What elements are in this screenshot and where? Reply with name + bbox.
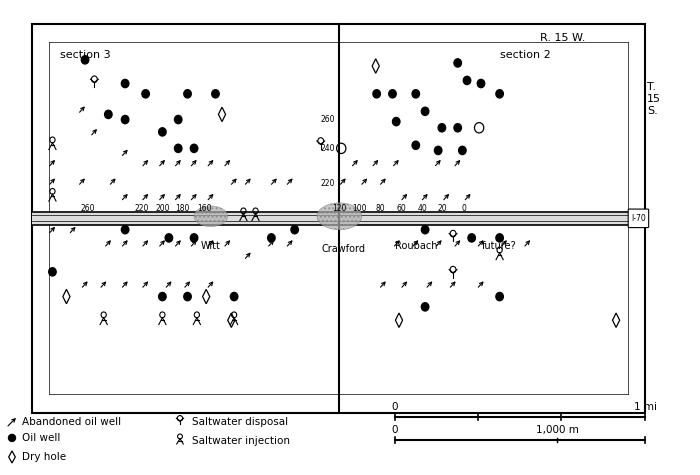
Circle shape xyxy=(435,146,442,154)
Text: 1,000 m: 1,000 m xyxy=(536,425,578,435)
Text: 20: 20 xyxy=(438,204,447,213)
Circle shape xyxy=(291,226,298,234)
Text: Dry hole: Dry hole xyxy=(22,452,66,462)
Text: 220: 220 xyxy=(134,204,149,213)
Text: 0: 0 xyxy=(392,425,398,435)
Circle shape xyxy=(477,79,484,88)
Ellipse shape xyxy=(194,206,228,227)
Text: 160: 160 xyxy=(197,204,211,213)
Text: 80: 80 xyxy=(376,204,385,213)
Text: section 3: section 3 xyxy=(60,49,111,59)
Circle shape xyxy=(458,146,466,154)
Text: future?: future? xyxy=(482,241,517,251)
Circle shape xyxy=(421,303,429,311)
Circle shape xyxy=(159,128,166,136)
Circle shape xyxy=(496,234,503,242)
Circle shape xyxy=(421,107,429,115)
Circle shape xyxy=(393,117,400,126)
Circle shape xyxy=(184,90,191,98)
Circle shape xyxy=(159,293,166,301)
Circle shape xyxy=(165,234,173,242)
Text: 220: 220 xyxy=(321,179,335,188)
Text: section 2: section 2 xyxy=(500,49,550,59)
Text: Oil well: Oil well xyxy=(22,433,60,443)
Circle shape xyxy=(496,293,503,301)
Ellipse shape xyxy=(317,203,362,230)
Text: Witt: Witt xyxy=(201,241,220,251)
Circle shape xyxy=(81,56,89,64)
Circle shape xyxy=(412,90,419,98)
Circle shape xyxy=(468,234,475,242)
Circle shape xyxy=(142,90,149,98)
Circle shape xyxy=(121,79,129,88)
Circle shape xyxy=(421,226,429,234)
Circle shape xyxy=(373,90,380,98)
Circle shape xyxy=(389,90,396,98)
Text: 120: 120 xyxy=(332,204,346,213)
Circle shape xyxy=(121,226,129,234)
Circle shape xyxy=(496,90,503,98)
Text: 0: 0 xyxy=(392,402,398,412)
Text: T.
15
S.: T. 15 S. xyxy=(647,82,661,116)
Text: Abandoned oil well: Abandoned oil well xyxy=(22,417,121,427)
Circle shape xyxy=(190,234,198,242)
Text: 260: 260 xyxy=(320,115,335,124)
Text: 200: 200 xyxy=(155,204,169,213)
Text: Crawford: Crawford xyxy=(321,244,365,254)
Circle shape xyxy=(49,268,56,276)
Text: 180: 180 xyxy=(176,204,190,213)
Circle shape xyxy=(184,293,191,301)
Text: Saltwater disposal: Saltwater disposal xyxy=(192,417,288,427)
Circle shape xyxy=(412,141,419,150)
Circle shape xyxy=(463,76,470,85)
Text: 100: 100 xyxy=(353,204,367,213)
Text: 0: 0 xyxy=(462,204,467,213)
Circle shape xyxy=(104,110,112,119)
Text: 260: 260 xyxy=(80,204,95,213)
Text: 1 mi: 1 mi xyxy=(634,402,657,412)
Circle shape xyxy=(212,90,219,98)
Text: R. 15 W.: R. 15 W. xyxy=(540,33,585,43)
Circle shape xyxy=(267,234,275,242)
Text: 60: 60 xyxy=(397,204,407,213)
Bar xyxy=(32,212,645,225)
Circle shape xyxy=(8,435,15,441)
Text: 240: 240 xyxy=(320,144,335,153)
Text: Saltwater injection: Saltwater injection xyxy=(192,436,290,446)
Circle shape xyxy=(174,115,182,124)
Text: 40: 40 xyxy=(417,204,427,213)
FancyBboxPatch shape xyxy=(628,209,649,228)
Text: Roubach: Roubach xyxy=(395,241,437,251)
Text: I-70: I-70 xyxy=(631,214,646,223)
Circle shape xyxy=(190,144,198,152)
Circle shape xyxy=(174,144,182,152)
Circle shape xyxy=(454,59,461,67)
Circle shape xyxy=(438,124,446,132)
Circle shape xyxy=(454,124,461,132)
Circle shape xyxy=(121,115,129,124)
Circle shape xyxy=(230,293,238,301)
